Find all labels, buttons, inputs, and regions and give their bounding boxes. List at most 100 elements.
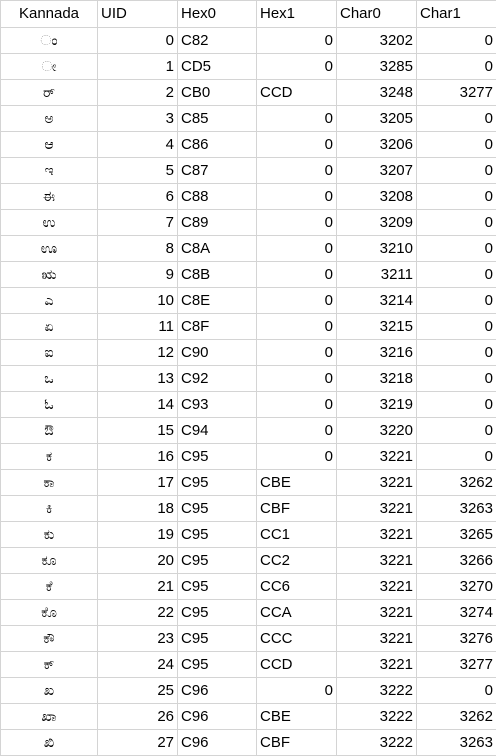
cell-char0[interactable]: 3221	[337, 444, 417, 470]
cell-hex0[interactable]: C8A	[178, 236, 257, 262]
cell-hex0[interactable]: C94	[178, 418, 257, 444]
cell-hex0[interactable]: C8F	[178, 314, 257, 340]
cell-char1[interactable]: 3274	[417, 600, 496, 626]
cell-char1[interactable]: 0	[417, 678, 496, 704]
cell-char1[interactable]: 3262	[417, 704, 496, 730]
cell-kannada[interactable]: ಕೂ	[1, 548, 98, 574]
cell-uid[interactable]: 24	[98, 652, 178, 678]
cell-char1[interactable]: 0	[417, 54, 496, 80]
cell-kannada[interactable]: ಖಾ	[1, 704, 98, 730]
cell-char0[interactable]: 3220	[337, 418, 417, 444]
cell-char1[interactable]: 0	[417, 210, 496, 236]
cell-kannada[interactable]: ಕಿ	[1, 496, 98, 522]
cell-hex0[interactable]: C85	[178, 106, 257, 132]
cell-hex0[interactable]: C95	[178, 574, 257, 600]
cell-char1[interactable]: 0	[417, 184, 496, 210]
cell-uid[interactable]: 12	[98, 340, 178, 366]
cell-hex1[interactable]: 0	[257, 106, 337, 132]
cell-uid[interactable]: 0	[98, 28, 178, 54]
cell-hex0[interactable]: C88	[178, 184, 257, 210]
cell-uid[interactable]: 13	[98, 366, 178, 392]
cell-char0[interactable]: 3221	[337, 574, 417, 600]
cell-char0[interactable]: 3219	[337, 392, 417, 418]
cell-uid[interactable]: 19	[98, 522, 178, 548]
cell-char0[interactable]: 3215	[337, 314, 417, 340]
cell-hex1[interactable]: 0	[257, 314, 337, 340]
cell-char0[interactable]: 3211	[337, 262, 417, 288]
cell-hex1[interactable]: CCD	[257, 80, 337, 106]
cell-uid[interactable]: 21	[98, 574, 178, 600]
cell-hex1[interactable]: CBF	[257, 496, 337, 522]
column-header-uid[interactable]: UID	[98, 1, 178, 28]
cell-hex1[interactable]: 0	[257, 54, 337, 80]
cell-hex1[interactable]: 0	[257, 678, 337, 704]
cell-uid[interactable]: 15	[98, 418, 178, 444]
cell-uid[interactable]: 20	[98, 548, 178, 574]
cell-kannada[interactable]: ಔ	[1, 418, 98, 444]
cell-char0[interactable]: 3222	[337, 704, 417, 730]
cell-uid[interactable]: 1	[98, 54, 178, 80]
cell-hex0[interactable]: C8E	[178, 288, 257, 314]
cell-char0[interactable]: 3221	[337, 600, 417, 626]
cell-char0[interactable]: 3221	[337, 470, 417, 496]
cell-hex1[interactable]: CC1	[257, 522, 337, 548]
column-header-hex1[interactable]: Hex1	[257, 1, 337, 28]
column-header-hex0[interactable]: Hex0	[178, 1, 257, 28]
column-header-kannada[interactable]: Kannada	[1, 1, 98, 28]
cell-char0[interactable]: 3221	[337, 496, 417, 522]
cell-uid[interactable]: 27	[98, 730, 178, 756]
cell-char0[interactable]: 3209	[337, 210, 417, 236]
cell-kannada[interactable]: ಏ	[1, 314, 98, 340]
cell-char1[interactable]: 0	[417, 288, 496, 314]
cell-kannada[interactable]: ಕ್	[1, 652, 98, 678]
cell-char0[interactable]: 3222	[337, 730, 417, 756]
cell-hex0[interactable]: C95	[178, 600, 257, 626]
cell-char1[interactable]: 3263	[417, 730, 496, 756]
cell-char1[interactable]: 3277	[417, 652, 496, 678]
column-header-char1[interactable]: Char1	[417, 1, 496, 28]
cell-char1[interactable]: 3266	[417, 548, 496, 574]
cell-uid[interactable]: 14	[98, 392, 178, 418]
cell-hex1[interactable]: 0	[257, 366, 337, 392]
cell-uid[interactable]: 25	[98, 678, 178, 704]
cell-hex0[interactable]: C95	[178, 548, 257, 574]
cell-hex1[interactable]: 0	[257, 210, 337, 236]
cell-char0[interactable]: 3221	[337, 652, 417, 678]
cell-hex1[interactable]: CCC	[257, 626, 337, 652]
cell-hex0[interactable]: C95	[178, 626, 257, 652]
cell-char0[interactable]: 3208	[337, 184, 417, 210]
cell-kannada[interactable]: ಕೌ	[1, 626, 98, 652]
cell-hex0[interactable]: C96	[178, 730, 257, 756]
cell-kannada[interactable]: ಐ	[1, 340, 98, 366]
cell-hex0[interactable]: C96	[178, 678, 257, 704]
cell-char1[interactable]: 3262	[417, 470, 496, 496]
cell-kannada[interactable]: ೕ	[1, 54, 98, 80]
cell-hex1[interactable]: 0	[257, 444, 337, 470]
cell-char1[interactable]: 0	[417, 418, 496, 444]
column-header-char0[interactable]: Char0	[337, 1, 417, 28]
cell-uid[interactable]: 4	[98, 132, 178, 158]
cell-hex1[interactable]: 0	[257, 158, 337, 184]
cell-uid[interactable]: 9	[98, 262, 178, 288]
cell-char0[interactable]: 3248	[337, 80, 417, 106]
cell-hex1[interactable]: 0	[257, 236, 337, 262]
cell-char0[interactable]: 3210	[337, 236, 417, 262]
cell-kannada[interactable]: ಅ	[1, 106, 98, 132]
cell-kannada[interactable]: ಆ	[1, 132, 98, 158]
cell-uid[interactable]: 23	[98, 626, 178, 652]
cell-hex0[interactable]: C93	[178, 392, 257, 418]
cell-hex0[interactable]: CD5	[178, 54, 257, 80]
cell-hex0[interactable]: C95	[178, 496, 257, 522]
cell-hex0[interactable]: C95	[178, 470, 257, 496]
cell-hex0[interactable]: CB0	[178, 80, 257, 106]
cell-hex1[interactable]: 0	[257, 288, 337, 314]
cell-char1[interactable]: 0	[417, 340, 496, 366]
cell-hex1[interactable]: 0	[257, 340, 337, 366]
cell-kannada[interactable]: ಕೊ	[1, 600, 98, 626]
cell-kannada[interactable]: ಕ	[1, 444, 98, 470]
cell-hex0[interactable]: C90	[178, 340, 257, 366]
cell-char1[interactable]: 0	[417, 262, 496, 288]
cell-uid[interactable]: 11	[98, 314, 178, 340]
cell-kannada[interactable]: ಎ	[1, 288, 98, 314]
cell-char1[interactable]: 3270	[417, 574, 496, 600]
